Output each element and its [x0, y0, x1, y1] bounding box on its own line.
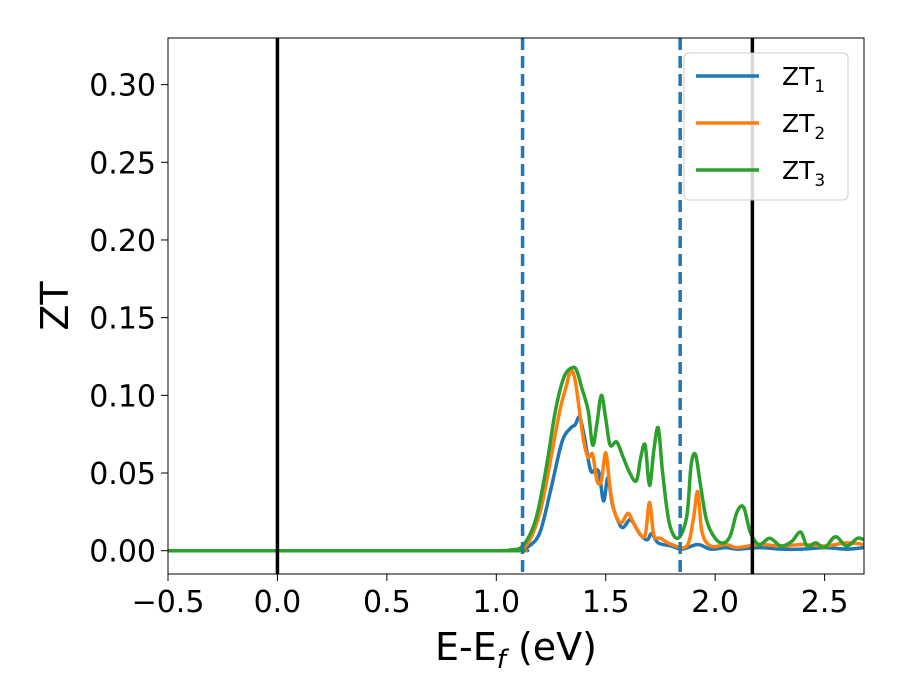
legend-box: [683, 52, 849, 201]
x-tick-label: 2.0: [691, 585, 739, 620]
vline-layer: [275, 38, 755, 574]
y-tick-label: 0.30: [89, 69, 156, 104]
x-axis-ticks: −0.5 0.0 0.5 1.0 1.5 2.0 2.5: [132, 574, 849, 620]
x-tick-label: 2.5: [801, 585, 849, 620]
y-tick-label: 0.25: [89, 146, 156, 181]
x-axis-label: E-Ef (eV): [435, 625, 597, 675]
x-tick-label: 1.5: [582, 585, 630, 620]
x-tick-label: 0.5: [363, 585, 411, 620]
y-axis-ticks: 0.00 0.05 0.10 0.15 0.20 0.25 0.30: [89, 69, 168, 570]
series-line-zt1: [168, 415, 864, 553]
y-tick-label: 0.15: [89, 302, 156, 337]
y-tick-label: 0.20: [89, 224, 156, 259]
series-layer: [168, 365, 864, 553]
y-tick-label: 0.10: [89, 379, 156, 414]
legend-label-zt3: ZT3: [782, 156, 825, 191]
legend-label-zt2: ZT2: [782, 109, 825, 144]
x-tick-label: 1.0: [472, 585, 520, 620]
legend: ZT1 ZT2 ZT3: [683, 52, 849, 201]
y-axis-label: ZT: [33, 281, 77, 331]
series-line-zt3: [168, 365, 864, 553]
plot-frame: [167, 37, 865, 575]
y-tick-label: 0.00: [89, 535, 156, 570]
x-tick-label: 0.0: [254, 585, 302, 620]
y-tick-label: 0.05: [89, 457, 156, 492]
series-line-zt2: [168, 368, 864, 553]
x-tick-label: −0.5: [132, 585, 205, 620]
legend-label-zt1: ZT1: [782, 62, 825, 97]
